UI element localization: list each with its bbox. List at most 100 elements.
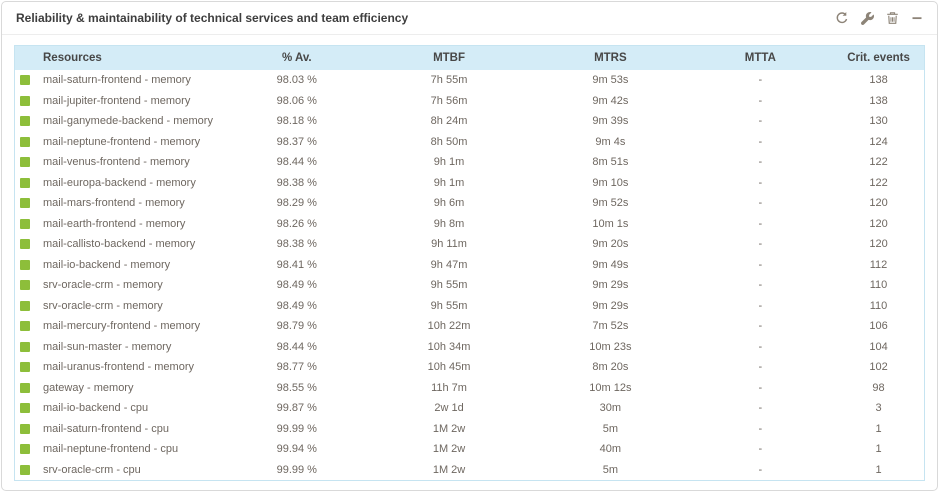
table-row[interactable]: mail-saturn-frontend - memory 98.03 % 7h… [15, 70, 924, 91]
table-row[interactable]: mail-uranus-frontend - memory 98.77 % 10… [15, 357, 924, 378]
widget-header: Reliability & maintainability of technic… [2, 2, 937, 35]
table-row[interactable]: mail-callisto-backend - memory 98.38 % 9… [15, 234, 924, 255]
status-square [20, 403, 30, 414]
mtta-value: - [758, 74, 763, 87]
status-square [20, 321, 30, 332]
table-row[interactable]: gateway - memory 98.55 % 11h 7m 10m 12s … [15, 377, 924, 398]
mtbf-value: 9h 8m [433, 217, 465, 230]
widget-toolbar [834, 10, 925, 26]
crit-events-value: 1 [875, 422, 882, 435]
availability-value: 98.49 % [276, 279, 317, 292]
mtbf-value: 2w 1d [434, 402, 464, 415]
table-row[interactable]: mail-mercury-frontend - memory 98.79 % 1… [15, 316, 924, 337]
mtrs-value: 40m [599, 443, 622, 456]
table-row[interactable]: srv-oracle-crm - cpu 99.99 % 1M 2w 5m - … [15, 459, 924, 480]
column-header-availability[interactable]: % Av. [281, 52, 312, 64]
table-row[interactable]: mail-mars-frontend - memory 98.29 % 9h 6… [15, 193, 924, 214]
resource-name: srv-oracle-crm - cpu [43, 463, 141, 476]
refresh-icon[interactable] [834, 10, 850, 26]
availability-value: 99.94 % [276, 443, 317, 456]
table-row[interactable]: mail-io-backend - cpu 99.87 % 2w 1d 30m … [15, 398, 924, 419]
crit-events-value: 130 [869, 115, 888, 128]
status-square [20, 382, 30, 393]
column-header-resources[interactable]: Resources [43, 52, 102, 64]
mtta-value: - [758, 340, 763, 353]
status-square [20, 157, 30, 168]
crit-events-value: 1 [875, 463, 882, 476]
table-row[interactable]: mail-jupiter-frontend - memory 98.06 % 7… [15, 90, 924, 111]
availability-value: 98.03 % [276, 74, 317, 87]
resource-name: mail-earth-frontend - memory [43, 217, 186, 230]
status-square [20, 75, 30, 86]
status-square [20, 300, 30, 311]
availability-value: 98.38 % [276, 176, 317, 189]
mtbf-value: 7h 56m [430, 94, 468, 107]
mtbf-value: 1M 2w [432, 443, 466, 456]
table-row[interactable]: mail-ganymede-backend - memory 98.18 % 8… [15, 111, 924, 132]
table-row[interactable]: mail-neptune-frontend - memory 98.37 % 8… [15, 131, 924, 152]
mtta-value: - [758, 94, 763, 107]
crit-events-value: 122 [869, 156, 888, 169]
table-row[interactable]: mail-europa-backend - memory 98.38 % 9h … [15, 172, 924, 193]
availability-value: 99.87 % [276, 402, 317, 415]
table-header-row: Resources % Av. MTBF MTRS MTTA Crit. eve… [15, 46, 924, 70]
mtta-value: - [758, 115, 763, 128]
column-header-crit-events[interactable]: Crit. events [847, 52, 910, 64]
resource-name: mail-neptune-frontend - cpu [43, 443, 179, 456]
resource-name: mail-saturn-frontend - memory [43, 74, 191, 87]
wrench-icon[interactable] [859, 10, 875, 26]
crit-events-value: 122 [869, 176, 888, 189]
mtrs-value: 9m 42s [592, 94, 629, 107]
mtbf-value: 1M 2w [432, 422, 466, 435]
mtta-value: - [758, 258, 763, 271]
mtbf-value: 9h 1m [433, 176, 465, 189]
mtrs-value: 9m 4s [595, 135, 626, 148]
resource-name: mail-venus-frontend - memory [43, 156, 190, 169]
column-header-mtrs[interactable]: MTRS [594, 52, 627, 64]
mtrs-value: 7m 52s [592, 320, 629, 333]
status-square [20, 116, 30, 127]
mtta-value: - [758, 320, 763, 333]
table-row[interactable]: srv-oracle-crm - memory 98.49 % 9h 55m 9… [15, 295, 924, 316]
crit-events-value: 102 [869, 361, 888, 374]
availability-value: 98.55 % [276, 381, 317, 394]
status-square [20, 362, 30, 373]
mtbf-value: 8h 24m [430, 115, 468, 128]
table-row[interactable]: mail-sun-master - memory 98.44 % 10h 34m… [15, 336, 924, 357]
status-square [20, 280, 30, 291]
resource-name: gateway - memory [43, 381, 134, 394]
crit-events-value: 120 [869, 197, 888, 210]
mtbf-value: 10h 45m [427, 361, 471, 374]
mtta-value: - [758, 176, 763, 189]
status-square [20, 444, 30, 455]
mtbf-value: 7h 55m [430, 74, 468, 87]
mtrs-value: 9m 39s [592, 115, 629, 128]
column-header-mtta[interactable]: MTTA [744, 52, 776, 64]
table-row[interactable]: mail-venus-frontend - memory 98.44 % 9h … [15, 152, 924, 173]
mtrs-value: 10m 1s [592, 217, 629, 230]
minimize-icon[interactable] [909, 10, 925, 26]
reliability-table: Resources % Av. MTBF MTRS MTTA Crit. eve… [14, 45, 925, 481]
resource-name: mail-europa-backend - memory [43, 176, 196, 189]
mtta-value: - [758, 217, 763, 230]
trash-icon[interactable] [884, 10, 900, 26]
table-row[interactable]: mail-io-backend - memory 98.41 % 9h 47m … [15, 254, 924, 275]
mtbf-value: 11h 7m [431, 381, 467, 394]
mtta-value: - [758, 443, 763, 456]
mtbf-value: 9h 1m [433, 156, 465, 169]
crit-events-value: 112 [869, 258, 888, 271]
status-square [20, 341, 30, 352]
mtta-value: - [758, 135, 763, 148]
table-row[interactable]: mail-earth-frontend - memory 98.26 % 9h … [15, 213, 924, 234]
mtta-value: - [758, 299, 763, 312]
table-row[interactable]: srv-oracle-crm - memory 98.49 % 9h 55m 9… [15, 275, 924, 296]
table-row[interactable]: mail-neptune-frontend - cpu 99.94 % 1M 2… [15, 439, 924, 460]
column-header-mtbf[interactable]: MTBF [433, 52, 465, 64]
mtrs-value: 8m 51s [592, 156, 629, 169]
table-row[interactable]: mail-saturn-frontend - cpu 99.99 % 1M 2w… [15, 418, 924, 439]
mtta-value: - [758, 402, 763, 415]
mtbf-value: 9h 55m [430, 299, 468, 312]
resource-name: mail-saturn-frontend - cpu [43, 422, 169, 435]
resource-name: srv-oracle-crm - memory [43, 299, 163, 312]
